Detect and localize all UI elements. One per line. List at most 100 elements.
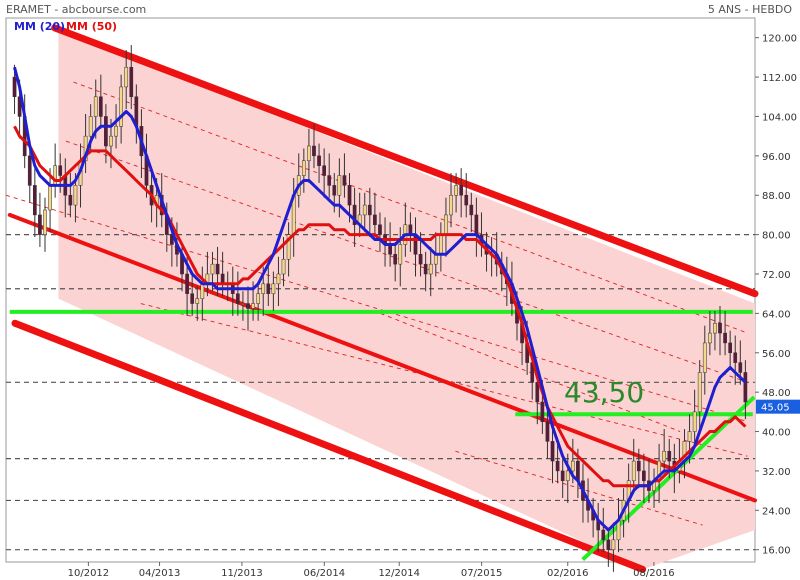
candle-body-122 [631,460,636,482]
candle-body-62 [327,175,332,186]
y-tick-label-1: 24.00 [762,506,791,517]
annotation-level-label: 43,50 [564,376,644,409]
channel-middle-line [7,212,757,503]
candle-body-60 [317,155,321,166]
candle-body-57 [301,160,306,176]
candle-body-104 [540,401,545,422]
candle-body-64 [337,175,342,196]
y-tick-label-4: 48.00 [762,388,791,399]
candle-body-139 [718,322,722,334]
candle-body-63 [332,185,337,196]
y-tick-label-5: 56.00 [762,349,791,360]
candle-body-80 [418,254,423,265]
candle-body-40 [215,263,220,275]
candle-body-52 [276,273,281,285]
candle-body-87 [454,185,458,196]
candle-body-84 [439,234,443,255]
y-tick-label-9: 88.00 [762,191,791,202]
candle-body-59 [312,145,316,157]
channel-upper-line [51,24,759,298]
candle-body-15 [88,116,93,137]
y-tick-label-0: 16.00 [762,546,791,557]
candle-body-143 [738,362,743,373]
candle-body-20 [114,126,118,137]
x-tick-label-6: 02/2016 [547,568,589,579]
candle-body-23 [129,66,134,98]
candle-body-48 [256,293,261,304]
legend-ma50: MM (50) [66,20,118,33]
candle-body-36 [195,298,200,304]
last-price-badge [756,399,800,414]
candle-body-21 [119,86,123,127]
candle-body-17 [98,96,103,117]
candle-body-117 [606,539,611,550]
y-tick-label-2: 32.00 [762,467,791,478]
last-price-label: 45.05 [761,403,790,414]
candle-body-124 [642,470,646,482]
candle-body-46 [246,303,250,309]
candle-body-106 [550,441,555,462]
candle-body-51 [271,283,276,294]
candle-body-137 [708,332,712,344]
candle-body-103 [535,382,540,403]
candle-body-142 [733,352,738,363]
candle-body-7 [48,185,52,211]
candle-body-66 [347,185,352,206]
candle-body-86 [449,194,453,216]
x-tick-label-0: 10/2012 [68,568,110,579]
candle-body-31 [170,234,174,245]
x-tick-label-5: 07/2015 [461,568,503,579]
candle-body-22 [124,66,129,88]
x-tick-label-7: 08/2016 [633,568,675,579]
candle-body-109 [565,470,570,482]
candle-body-107 [555,460,560,472]
y-tick-label-3: 40.00 [762,428,791,439]
candle-body-50 [266,283,271,294]
candle-body-88 [459,185,464,196]
thin-trend-4 [380,312,681,432]
candle-body-136 [702,342,707,373]
candle-body-128 [662,450,667,462]
candle-body-4 [32,185,37,216]
y-tick-label-12: 112.00 [762,73,797,84]
x-tick-label-4: 12/2014 [378,568,420,579]
ma20-line [13,66,747,532]
candle-body-89 [464,194,469,206]
candle-body-135 [697,372,702,413]
y-tick-label-8: 80.00 [762,231,791,242]
candle-body-44 [236,293,240,304]
candle-body-65 [342,175,347,186]
candle-body-69 [362,204,367,216]
candle-body-54 [286,234,291,260]
candle-body-81 [423,263,428,275]
candle-body-71 [373,214,377,226]
y-tick-label-11: 104.00 [762,112,797,123]
candle-body-67 [352,204,357,226]
candle-body-134 [692,411,697,432]
candle-body-6 [43,209,47,235]
channel-lower-line [11,319,647,573]
candle-body-8 [53,165,57,186]
candle-body-45 [241,303,245,305]
candle-body-47 [251,303,255,309]
candle-body-9 [58,165,63,176]
candle-body-133 [687,431,692,442]
candle-body-34 [185,273,189,294]
candle-body-18 [104,116,108,147]
candle-body-35 [190,293,195,304]
candle-body-19 [109,135,113,147]
candle-body-75 [393,254,398,265]
candle-body-141 [728,342,733,354]
candle-body-53 [281,258,286,275]
candle-body-85 [444,214,448,235]
candle-body-105 [545,421,550,442]
candle-body-58 [307,145,311,162]
y-tick-label-6: 64.00 [762,309,791,320]
candle-body-1 [17,96,22,117]
candle-body-5 [38,214,42,235]
y-tick-label-13: 120.00 [762,34,797,45]
candle-body-76 [398,244,403,265]
chart-period: 5 ANS - HEBDO [707,3,792,16]
